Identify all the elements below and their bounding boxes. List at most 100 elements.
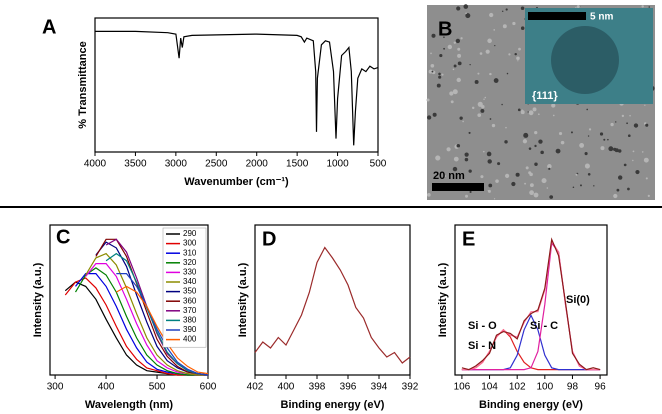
particle (488, 183, 493, 188)
particle (438, 72, 441, 76)
particle (468, 169, 472, 173)
particle (489, 72, 492, 76)
particle (456, 77, 461, 83)
series-line (461, 237, 601, 371)
particle (534, 130, 538, 135)
legend-label: 400 (183, 335, 197, 344)
particle (505, 173, 510, 178)
particle (617, 149, 622, 153)
x-tick-label: 98 (567, 382, 579, 393)
x-tick-label: 400 (98, 382, 115, 393)
particle (570, 131, 573, 134)
particle (463, 4, 469, 9)
particle (575, 6, 577, 9)
legend-label: 380 (183, 316, 197, 325)
x-axis-label: Wavenumber (cm⁻¹) (184, 176, 289, 188)
series-line (95, 238, 209, 376)
particle (487, 38, 492, 44)
particle (487, 189, 491, 193)
particle (477, 101, 483, 107)
particle (432, 112, 437, 117)
particle (464, 157, 469, 162)
particle (617, 175, 623, 180)
particle (452, 68, 455, 71)
particle (431, 33, 436, 38)
x-tick-label: 1500 (286, 159, 309, 170)
panel-label: B (438, 18, 452, 40)
particle (435, 155, 441, 161)
x-tick-label: 300 (47, 382, 64, 393)
particle (456, 6, 461, 11)
panel-label: C (56, 226, 70, 248)
particle (504, 140, 508, 144)
particle (452, 89, 458, 95)
particle (465, 194, 468, 198)
particle (489, 12, 494, 18)
particle (447, 44, 453, 50)
particle (520, 26, 525, 30)
particle (587, 173, 591, 176)
x-tick-label: 396 (340, 382, 357, 393)
legend-label: 340 (183, 277, 197, 286)
inset-particle (551, 26, 619, 94)
particle (522, 139, 528, 144)
particle (587, 135, 590, 137)
particle (465, 12, 467, 14)
particle (457, 61, 462, 66)
series-line (116, 273, 209, 376)
y-axis-label: Intensity (a.u.) (437, 262, 449, 337)
particle (521, 109, 524, 112)
particle (477, 72, 480, 75)
x-tick-label: 500 (370, 159, 387, 170)
tem-image: 5 nm {111} B 20 nm (426, 4, 655, 200)
series-line (105, 252, 209, 376)
particle (438, 75, 442, 79)
lattice-plane: {111} (532, 90, 558, 102)
x-tick-label: 2500 (205, 159, 228, 170)
panel-label: E (462, 228, 475, 250)
annotation: Si - O (468, 320, 497, 332)
legend-label: 370 (183, 306, 197, 315)
particle (453, 64, 457, 68)
particle (471, 106, 475, 110)
particle (517, 60, 519, 62)
x-tick-label: 392 (402, 382, 419, 393)
x-axis-label: Wavelength (nm) (85, 399, 174, 411)
particle (529, 183, 534, 188)
particle (621, 114, 625, 118)
particle (439, 53, 443, 58)
particle (647, 194, 650, 197)
particle (643, 157, 649, 163)
inset-scale-bar (528, 12, 586, 20)
particle (445, 32, 448, 35)
x-tick-label: 3500 (124, 159, 147, 170)
scale-label: 20 nm (433, 170, 465, 182)
particle (551, 103, 556, 108)
particle (532, 107, 537, 112)
particle (555, 148, 561, 154)
particle (464, 152, 469, 157)
particle (484, 96, 487, 99)
particle (449, 91, 454, 96)
particle (489, 118, 492, 120)
particle (462, 120, 464, 123)
particle (493, 78, 499, 83)
particle (576, 5, 580, 9)
x-tick-label: 96 (595, 382, 607, 393)
particle (580, 184, 582, 187)
particle (610, 122, 614, 127)
particle (626, 122, 628, 125)
particle (623, 163, 627, 167)
annotation: Si - N (468, 340, 496, 352)
series-line (74, 267, 208, 376)
particle (538, 139, 543, 144)
particle (430, 63, 435, 68)
particle (523, 132, 529, 138)
particle (460, 37, 463, 40)
particle (607, 138, 609, 141)
x-tick-label: 394 (371, 382, 388, 393)
particle (572, 186, 575, 189)
particle (528, 147, 532, 150)
particle (477, 113, 482, 117)
particle (426, 98, 430, 102)
